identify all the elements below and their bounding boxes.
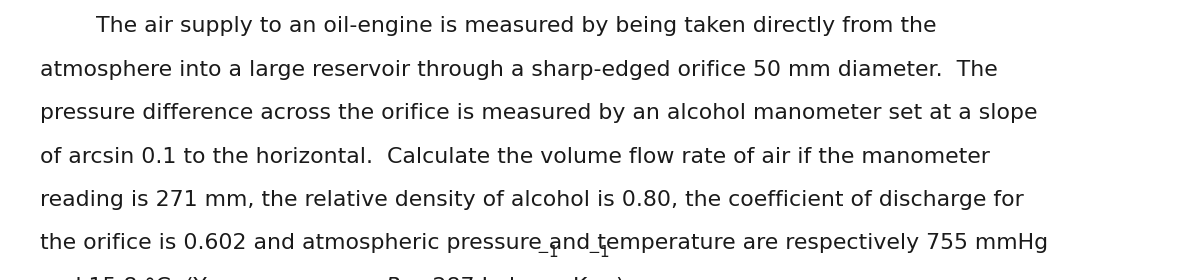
Text: of arcsin 0.1 to the horizontal.  Calculate the volume flow rate of air if the m: of arcsin 0.1 to the horizontal. Calcula… [40,147,990,167]
Text: atmosphere into a large reservoir through a sharp-edged orifice 50 mm diameter. : atmosphere into a large reservoir throug… [40,60,997,80]
Text: pressure difference across the orifice is measured by an alcohol manometer set a: pressure difference across the orifice i… [40,103,1037,123]
Text: = 287 J · kg: = 287 J · kg [401,277,536,280]
Text: R: R [385,277,401,280]
Text: reading is 271 mm, the relative density of alcohol is 0.80, the coefficient of d: reading is 271 mm, the relative density … [40,190,1024,210]
Text: .): .) [610,277,625,280]
Text: the orifice is 0.602 and atmospheric pressure and temperature are respectively 7: the orifice is 0.602 and atmospheric pre… [40,234,1048,253]
Text: −1: −1 [587,245,610,260]
Text: ·K: ·K [559,277,587,280]
Text: −1: −1 [536,245,559,260]
Text: The air supply to an oil-engine is measured by being taken directly from the: The air supply to an oil-engine is measu… [40,17,936,36]
Text: and 15.8 °C. (You may assume: and 15.8 °C. (You may assume [40,277,385,280]
